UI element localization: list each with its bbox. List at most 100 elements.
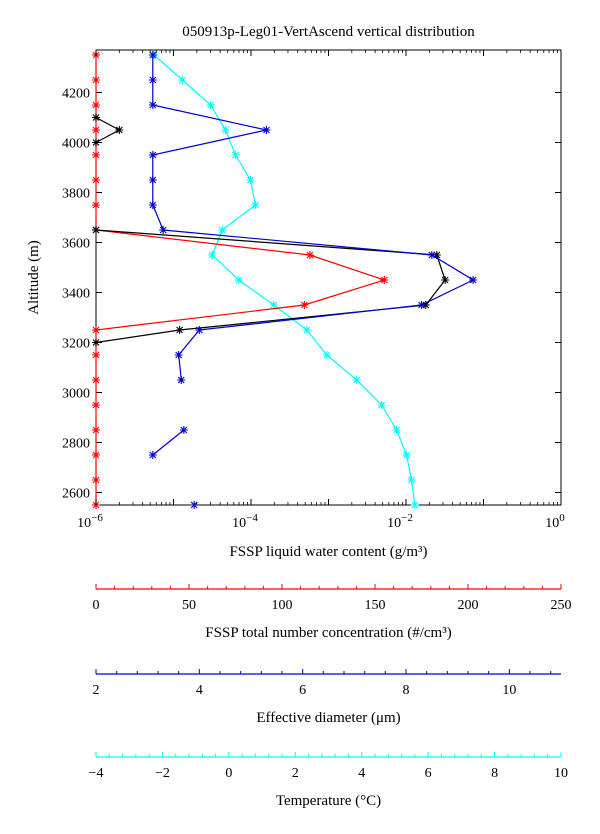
data-point-marker [175, 326, 184, 334]
data-point-marker [407, 476, 416, 484]
axis-tick-label: −2 [155, 766, 170, 781]
data-point-marker [148, 176, 157, 184]
data-point-marker [305, 251, 314, 259]
x-tick-label: 100 [545, 512, 565, 531]
axis-label-temperature: Temperature (°C) [276, 793, 381, 809]
data-point-marker [469, 276, 478, 284]
data-point-marker [92, 101, 100, 109]
data-point-marker [262, 126, 271, 134]
data-point-marker [92, 476, 100, 484]
y-tick-label: 3000 [62, 387, 90, 402]
chart-title: 050913p-Leg01-VertAscend vertical distri… [182, 24, 475, 40]
plot-area-frame [95, 49, 562, 506]
axis-tick-label: 2 [93, 683, 100, 698]
y-axis-ticks: 2600 2800 3000 3200 3400 3600 3800 4000 4200 [62, 87, 561, 502]
data-point-marker [148, 76, 157, 84]
data-point-marker [92, 338, 100, 347]
data-point-marker [148, 151, 157, 159]
data-point-marker [159, 226, 168, 234]
y-tick-label: 4200 [62, 87, 90, 102]
y-tick-label: 2800 [62, 437, 90, 452]
data-point-marker [234, 276, 243, 284]
axis-concentration: 0 50 100 150 200 250 FSSP total number concent… [93, 584, 572, 641]
data-point-marker [92, 401, 100, 409]
series-line-lwc [95, 229, 446, 344]
data-point-marker [392, 426, 401, 434]
data-point-marker [178, 76, 187, 84]
axis-tick-label: 2 [292, 766, 299, 781]
data-point-marker [251, 201, 260, 209]
axis-label-concentration: FSSP total number concentration (#/cm³) [205, 625, 451, 641]
data-point-marker [148, 101, 157, 109]
axis-tick-label: 100 [272, 598, 293, 613]
data-point-marker [300, 301, 309, 309]
series-line-diameter [152, 429, 185, 456]
data-point-marker [92, 376, 100, 384]
data-point-marker [148, 451, 157, 459]
axis-temperature: −4 −2 0 2 4 6 8 10 Temperature (°C) [89, 752, 568, 809]
y-axis-label: Altitude (m) [26, 240, 42, 315]
axis-tick-label: 10 [554, 766, 568, 781]
y-tick-label: 3400 [62, 287, 90, 302]
axis-diameter: 2 4 6 8 10 Effective diameter (μm) [93, 669, 561, 726]
axis-tick-label: 6 [425, 766, 432, 781]
axis-tick-label: 0 [225, 766, 232, 781]
axis-tick-label: 50 [182, 598, 196, 613]
data-point-marker [148, 201, 157, 209]
data-point-marker [231, 151, 240, 159]
y-tick-label: 4000 [62, 137, 90, 152]
data-point-marker [92, 451, 100, 459]
data-point-marker [115, 126, 124, 134]
data-point-marker [177, 376, 186, 384]
data-point-marker [148, 51, 157, 59]
x-tick-label: 10−2 [387, 512, 413, 531]
x-tick-label: 10−6 [77, 512, 103, 531]
data-point-marker [410, 501, 419, 509]
data-point-marker [92, 113, 100, 122]
axis-tick-label: 10 [502, 683, 516, 698]
data-point-marker [432, 251, 441, 259]
data-point-marker [206, 101, 215, 109]
axis-tick-label: 150 [365, 598, 386, 613]
series-line-temperature [153, 54, 416, 506]
data-point-marker [352, 376, 361, 384]
axis-label-diameter: Effective diameter (μm) [256, 710, 400, 726]
data-point-marker [92, 138, 100, 147]
axis-tick-label: 4 [196, 683, 203, 698]
series-diameter [148, 51, 478, 509]
data-point-marker [174, 351, 183, 359]
data-point-marker [402, 451, 411, 459]
series-line-diameter [152, 55, 475, 381]
data-point-marker [92, 176, 100, 184]
data-point-marker [92, 201, 100, 209]
data-point-marker [179, 426, 188, 434]
y-tick-label: 3600 [62, 237, 90, 252]
data-point-marker [92, 151, 100, 159]
data-point-marker [421, 301, 430, 309]
data-point-marker [195, 326, 204, 334]
axis-tick-label: 0 [93, 598, 100, 613]
data-point-marker [380, 276, 389, 284]
series-layer [92, 51, 478, 509]
axis-tick-label: 250 [551, 598, 572, 613]
axis-tick-label: 6 [299, 683, 306, 698]
data-point-marker [92, 426, 100, 434]
x-axis-label-lwc: FSSP liquid water content (g/m³) [229, 544, 427, 560]
data-point-marker [221, 126, 230, 134]
data-point-marker [208, 251, 217, 259]
data-point-marker [441, 276, 450, 284]
data-point-marker [92, 326, 100, 334]
axis-tick-label: 4 [358, 766, 365, 781]
series-temperature [150, 51, 419, 509]
data-point-marker [218, 226, 227, 234]
axis-tick-label: 8 [491, 766, 498, 781]
data-point-marker [190, 501, 199, 509]
data-point-marker [269, 301, 278, 309]
x-tick-label: 10−4 [232, 512, 258, 531]
axis-tick-label: −4 [89, 766, 104, 781]
axis-tick-label: 8 [403, 683, 410, 698]
data-point-marker [427, 251, 436, 259]
y-tick-label: 2600 [62, 487, 90, 502]
